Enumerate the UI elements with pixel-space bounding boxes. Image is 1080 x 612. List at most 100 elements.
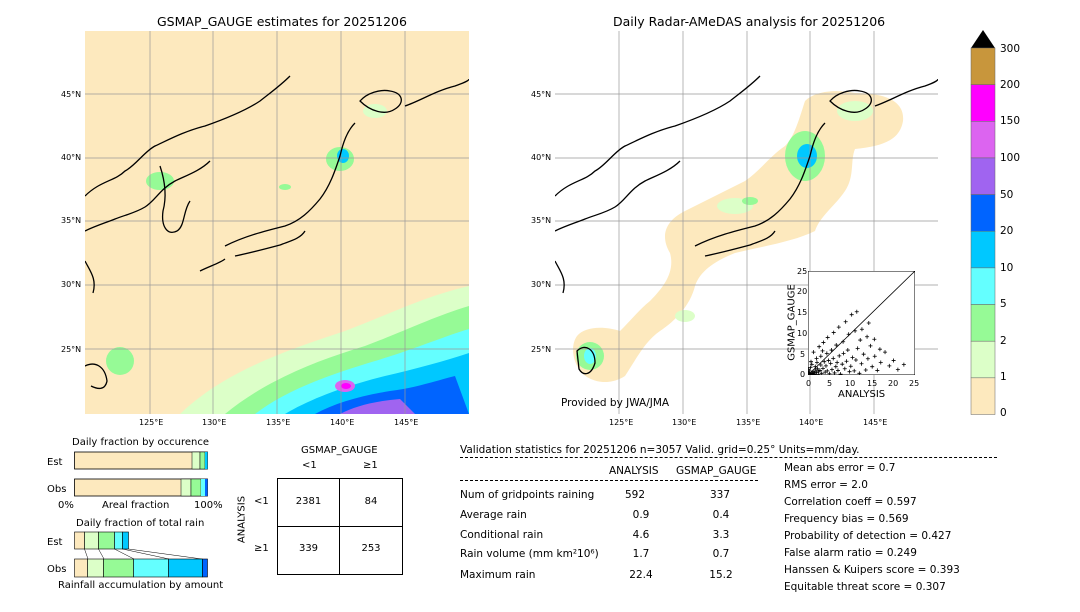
colorbar-tick: 10 (1000, 262, 1014, 274)
scatter-point (811, 350, 816, 355)
lon-tick: 140°E (330, 418, 355, 427)
lat-tick: 30°N (61, 280, 82, 289)
scatter-point (847, 369, 852, 374)
scatter-point (820, 366, 825, 371)
scatter-point (825, 368, 830, 373)
stats-row-label: Conditional rain (460, 529, 544, 541)
scatter-point (828, 361, 833, 366)
scatter-point (827, 371, 832, 375)
occurrence-title: Daily fraction by occurence (72, 437, 210, 448)
scatter-point (843, 319, 848, 324)
score-line: Probability of detection = 0.427 (784, 530, 952, 542)
scatter-point (816, 372, 821, 375)
scatter-point (835, 360, 840, 365)
colorbar-tick: 5 (1000, 298, 1007, 310)
scatter-point (833, 364, 838, 369)
scatter-point (895, 367, 900, 372)
colorbar-swatch (970, 84, 996, 122)
credit-text: Provided by JWA/JMA (561, 397, 670, 409)
lat-tick: 25°N (531, 345, 552, 354)
colorbar-swatch (970, 157, 996, 195)
est-label: Est (47, 457, 63, 468)
stats-row-analysis: 592 (624, 489, 646, 501)
scatter-point (878, 360, 883, 365)
scatter-point (853, 328, 858, 333)
score-line: Correlation coeff = 0.597 (784, 496, 917, 508)
contingency-title: GSMAP_GAUGE (301, 445, 378, 456)
scatter-point (808, 370, 811, 375)
contingency-row-lt: <1 (254, 496, 269, 507)
scatter-point (870, 364, 875, 369)
contingency-row-ge: ≥1 (254, 543, 269, 554)
scatter-point (829, 367, 834, 372)
scatter-xtick: 0 (806, 379, 812, 388)
occurrence-bars (74, 451, 208, 497)
stats-row-label: Num of gridpoints raining (460, 489, 595, 501)
scatter-point (866, 321, 871, 325)
stats-row-label: Maximum rain (460, 569, 536, 581)
scatter-point (808, 365, 813, 370)
score-line: False alarm ratio = 0.249 (784, 547, 917, 559)
contingency-cell: 2381 (295, 496, 322, 507)
accum-label: Rainfall accumulation by amount (58, 580, 224, 591)
scatter-point (808, 359, 813, 364)
stats-row-gsmap: 0.4 (712, 509, 730, 521)
scatter-ylabel: GSMAP_GAUGE (786, 284, 798, 361)
stats-col-gsmap: GSMAP_GAUGE (676, 465, 757, 477)
scatter-point (811, 372, 816, 375)
lat-tick: 25°N (61, 345, 82, 354)
stats-row-gsmap: 3.3 (712, 529, 730, 541)
lat-tick: 40°N (61, 153, 82, 162)
scatter-point (872, 337, 877, 342)
scatter-xtick: 25 (909, 379, 920, 388)
colorbar-tick: 20 (1000, 225, 1014, 237)
lon-tick: 135°E (736, 418, 761, 427)
scatter-point (808, 367, 811, 372)
colorbar-swatch (970, 340, 996, 379)
scatter-point (815, 366, 820, 371)
stats-col-analysis: ANALYSIS (609, 465, 659, 477)
axis-mid-label: Areal fraction (102, 500, 170, 511)
colorbar-swatch (970, 47, 996, 85)
scatter-point (854, 309, 859, 314)
scatter-point (817, 344, 822, 349)
score-line: Equitable threat score = 0.307 (784, 581, 946, 593)
scatter-point (814, 370, 819, 375)
stats-header: Validation statistics for 20251206 n=305… (460, 444, 860, 456)
scatter-point (861, 352, 866, 357)
obs-label: Obs (47, 564, 67, 575)
scatter-point (875, 368, 880, 373)
right-map-title: Daily Radar-AMeDAS analysis for 20251206 (613, 14, 886, 29)
colorbar-tick: 300 (1000, 43, 1021, 55)
scatter-ytick: 25 (797, 267, 808, 276)
scatter-point (858, 338, 863, 343)
scatter-point (842, 366, 847, 371)
colorbar (970, 30, 996, 415)
scatter-point (865, 356, 870, 361)
scatter-point (849, 312, 854, 317)
stats-row-label: Rain volume (mm km²10⁶) (460, 548, 599, 560)
scatter-xtick: 10 (845, 379, 856, 388)
scatter-point (850, 355, 855, 360)
scatter-point (840, 362, 845, 367)
stats-row-analysis: 4.6 (632, 529, 650, 541)
lat-tick: 35°N (61, 216, 82, 225)
scatter-point (841, 351, 846, 356)
scatter-xtick: 15 (867, 379, 878, 388)
lat-tick: 30°N (531, 280, 552, 289)
colorbar-swatch (970, 377, 996, 415)
colorbar-swatch (970, 194, 996, 232)
scatter-point (829, 348, 834, 353)
score-line: Mean abs error = 0.7 (784, 462, 896, 474)
scatter-ytick: 15 (797, 308, 808, 317)
scatter-point (852, 368, 857, 373)
scatter-point (822, 359, 827, 364)
scatter-point (901, 362, 906, 367)
scatter-point (826, 358, 831, 363)
scatter-point (813, 364, 818, 369)
scatter-point (859, 327, 864, 332)
scatter-point (872, 354, 877, 359)
scatter-point (809, 362, 814, 367)
stats-row-gsmap: 337 (709, 489, 731, 501)
scatter-point (887, 363, 892, 368)
